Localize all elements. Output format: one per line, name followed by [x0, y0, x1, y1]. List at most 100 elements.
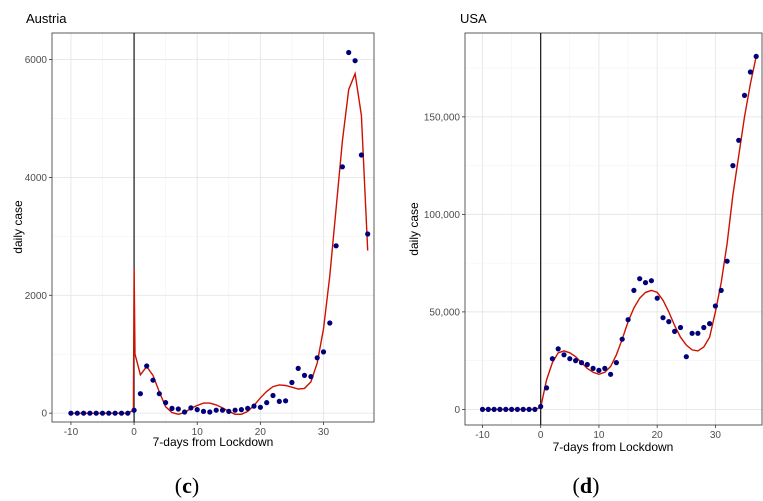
data-point	[567, 356, 573, 362]
x-tick-label: 0	[538, 430, 544, 441]
data-point	[654, 295, 660, 301]
data-point	[301, 372, 308, 378]
y-tick-label: 150,000	[424, 112, 461, 123]
x-axis-label: 7-days from Lockdown	[153, 435, 274, 449]
data-point	[226, 408, 232, 414]
data-point	[87, 410, 93, 416]
data-point	[543, 385, 550, 391]
data-point	[327, 320, 333, 326]
data-point	[346, 49, 352, 56]
data-point	[93, 410, 99, 416]
data-point	[526, 406, 532, 412]
data-point	[683, 354, 689, 360]
data-point	[648, 278, 655, 284]
data-point	[660, 315, 666, 321]
data-point	[672, 328, 678, 334]
data-point	[245, 405, 251, 411]
data-point	[257, 404, 263, 410]
data-point	[333, 243, 339, 249]
chart-usa: USA -10 0 10 20 30 0 50,000 100,000 150,000 7-d…	[407, 11, 763, 498]
plot-frame	[51, 32, 375, 423]
data-point	[712, 303, 719, 309]
chart-title: USA	[460, 11, 487, 26]
panel-caption: (d)	[573, 473, 600, 498]
y-tick-labels: 0 2000 4000 6000	[25, 55, 52, 420]
x-tick-label: 10	[192, 427, 204, 438]
data-point	[219, 407, 226, 413]
data-point	[584, 361, 590, 368]
x-tick-label: -10	[64, 427, 79, 438]
data-point	[175, 406, 181, 412]
data-point	[625, 317, 631, 323]
fit-curve	[70, 71, 369, 416]
data-point	[112, 410, 118, 416]
data-point	[308, 374, 314, 380]
data-point	[503, 406, 509, 412]
data-point	[509, 406, 515, 412]
x-tick-label: 10	[593, 430, 605, 441]
data-point	[590, 365, 596, 371]
data-point	[232, 407, 238, 413]
data-point	[736, 137, 742, 143]
data-point	[352, 58, 358, 64]
data-point	[295, 365, 301, 371]
data-point	[118, 410, 125, 416]
data-point	[555, 346, 561, 352]
data-point	[485, 406, 491, 412]
x-tick-label: -10	[475, 430, 490, 441]
data-point	[207, 409, 213, 415]
x-tick-label: 30	[710, 430, 722, 441]
data-point	[631, 287, 637, 293]
caption-letter: d	[580, 473, 592, 498]
data-point	[573, 358, 579, 364]
data-point	[602, 365, 608, 371]
data-point	[491, 406, 497, 412]
data-point	[718, 287, 724, 293]
plot-frame	[464, 32, 763, 426]
data-point	[549, 356, 556, 362]
data-point	[532, 406, 538, 412]
x-axis-label: 7-days from Lockdown	[553, 440, 674, 454]
y-tick-label: 2000	[25, 291, 48, 302]
y-tick-label: 0	[41, 409, 47, 420]
data-point	[200, 408, 207, 414]
data-point	[169, 405, 175, 411]
data-point	[264, 400, 270, 406]
data-point	[251, 403, 257, 409]
data-point	[131, 407, 137, 413]
y-tick-label: 100,000	[424, 210, 461, 221]
data-point	[163, 400, 169, 406]
data-point	[213, 407, 219, 413]
data-point	[520, 406, 526, 412]
caption-letter: c	[182, 473, 192, 498]
data-point	[613, 360, 620, 366]
fit-curve	[482, 56, 757, 411]
y-tick-label: 6000	[25, 55, 48, 66]
data-point	[125, 410, 131, 416]
data-point	[666, 319, 672, 325]
data-point	[106, 410, 112, 416]
data-point	[188, 405, 194, 411]
data-point	[99, 410, 106, 416]
data-point	[270, 392, 276, 399]
x-tick-label: 30	[318, 427, 330, 438]
y-axis-label: daily case	[11, 200, 25, 254]
data-point	[156, 391, 162, 397]
data-point	[289, 379, 295, 386]
data-point	[608, 371, 614, 377]
fit-line	[70, 71, 369, 416]
data-point	[182, 409, 188, 415]
data-point	[689, 330, 695, 336]
chart-title: Austria	[26, 11, 67, 26]
data-point	[753, 53, 759, 60]
data-point	[339, 164, 345, 170]
data-point	[68, 410, 74, 416]
chart-austria: Austria -10 0 10 20 30 0 2000 4000 6000 7-days …	[11, 11, 375, 498]
data-point	[283, 398, 289, 404]
panel-caption: (c)	[175, 473, 199, 498]
grid	[465, 33, 762, 425]
y-tick-labels: 0 50,000 100,000 150,000	[424, 112, 465, 416]
data-point	[514, 406, 521, 412]
data-point	[137, 391, 143, 397]
data-point	[238, 407, 244, 413]
